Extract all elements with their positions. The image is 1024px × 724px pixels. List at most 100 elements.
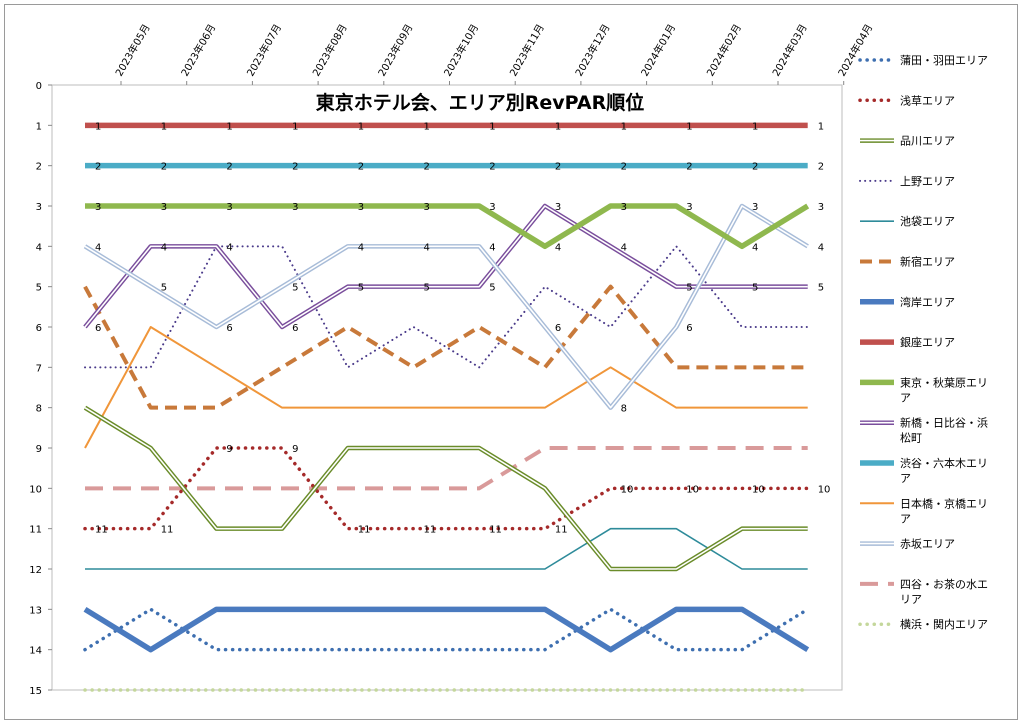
series-9-data-label: 4: [752, 242, 758, 253]
y-tick-label: 0: [36, 81, 42, 92]
x-tick-label: 2024年01月: [638, 22, 678, 79]
chart-title: 東京ホテル会、エリア別RevPAR順位: [316, 91, 644, 114]
legend-label: 蒲田・羽田エリア: [900, 53, 988, 67]
y-tick-label: 14: [29, 646, 42, 657]
series-8-data-label: 1: [621, 121, 627, 132]
x-tick-label: 2023年10月: [441, 22, 481, 79]
series-10-data-label: 5: [686, 283, 692, 294]
series-11-data-label: 2: [621, 162, 627, 173]
series-2-data-label: 11: [555, 525, 568, 536]
series-13-data-label: 3: [752, 202, 758, 213]
series-line-stroke: [84, 205, 808, 328]
series-10-data-label: 5: [818, 283, 824, 294]
series-8-data-label: 1: [818, 121, 824, 132]
series-9-data-label: 3: [686, 202, 692, 213]
series-line-stroke: [83, 203, 809, 410]
series-2-data-label: 9: [292, 444, 298, 455]
series-2-data-label: 10: [686, 484, 699, 495]
legend-label: 湾岸エリア: [900, 295, 955, 309]
series-11-data-label: 2: [358, 162, 364, 173]
legend-entry: 横浜・関内エリア: [858, 617, 988, 631]
series-11-data-label: 2: [818, 162, 824, 173]
legend-entry: 池袋エリア: [860, 214, 955, 228]
legend-entry: 湾岸エリア: [860, 295, 955, 309]
y-tick-label: 15: [29, 686, 42, 697]
series-line-stroke: [84, 326, 808, 449]
series-10-data-label: 4: [161, 242, 167, 253]
series-13-data-label: 4: [818, 242, 824, 253]
x-tick-label: 2023年11月: [507, 22, 547, 79]
legend-label: 赤坂エリア: [900, 538, 955, 551]
series-11-data-label: 2: [292, 162, 298, 173]
legend-entry: 銀座エリア: [860, 335, 955, 349]
series-11-data-label: 2: [555, 162, 561, 173]
series-line-stroke: [83, 606, 810, 653]
legend-label: 新宿エリア: [900, 255, 955, 269]
series-13-data-label: 6: [686, 323, 692, 334]
plot-area: [51, 84, 843, 691]
series-9-data-label: 3: [292, 202, 298, 213]
y-tick-label: 6: [36, 323, 42, 334]
x-tick-label: 2023年09月: [375, 22, 415, 79]
legend-label: 渋谷・六本木エリア: [900, 456, 988, 485]
series-9-data-label: 3: [621, 202, 627, 213]
series-7-line: [83, 606, 810, 653]
series-11-data-label: 2: [161, 162, 167, 173]
series-11-data-label: 2: [489, 162, 495, 173]
series-8-data-label: 1: [226, 121, 232, 132]
series-10-line: [83, 203, 808, 330]
series-2-data-label: 11: [424, 525, 437, 536]
series-8-data-label: 1: [489, 121, 495, 132]
series-5-line: [85, 527, 808, 570]
series-11-data-label: 2: [226, 162, 232, 173]
series-12-line: [84, 326, 808, 449]
series-line-stroke: [83, 607, 810, 652]
series-2-data-label: 11: [95, 525, 108, 536]
legend-label: 池袋エリア: [900, 214, 955, 228]
series-13-data-label: 4: [424, 242, 430, 253]
legend-label: 四谷・お茶の水エリア: [900, 578, 988, 606]
legend-label: 横浜・関内エリア: [900, 617, 988, 631]
series-line-stroke: [85, 527, 808, 570]
legend-label: 東京・秋葉原エリア: [900, 375, 988, 404]
series-10-data-label: 4: [621, 242, 627, 253]
series-line-stroke: [85, 446, 808, 491]
series-10-data-label: 6: [292, 323, 298, 334]
x-tick-label: 2023年07月: [244, 22, 284, 79]
y-tick-label: 12: [29, 565, 42, 576]
series-3-line: [83, 405, 808, 572]
y-tick-label: 5: [36, 283, 42, 294]
y-tick-label: 10: [29, 484, 42, 495]
legend-entry: 東京・秋葉原エリア: [860, 375, 988, 404]
series-10-data-label: 4: [226, 242, 232, 253]
legend-entry: 浅草エリア: [858, 94, 955, 107]
series-13-data-label: 4: [358, 242, 364, 253]
series-2-data-label: 11: [161, 525, 174, 536]
series-13-data-label: 6: [226, 323, 232, 334]
series-10-data-label: 5: [489, 283, 495, 294]
series-9-data-label: 3: [818, 202, 824, 213]
x-tick-label: 2024年04月: [835, 22, 875, 79]
y-tick-label: 3: [36, 202, 42, 213]
x-tick-label: 2023年12月: [572, 22, 612, 79]
x-tick-label: 2023年08月: [309, 22, 349, 79]
series-8-data-label: 1: [161, 121, 167, 132]
series-line-stroke: [85, 203, 810, 250]
legend-entry: 渋谷・六本木エリア: [860, 456, 988, 485]
series-8-data-label: 1: [424, 121, 430, 132]
series-8-data-label: 1: [358, 121, 364, 132]
series-2-data-label: 11: [489, 525, 502, 536]
x-tick-label: 2023年05月: [112, 22, 152, 79]
series-11-data-label: 2: [686, 162, 692, 173]
y-tick-label: 11: [29, 525, 42, 536]
series-11-data-label: 2: [752, 162, 758, 173]
series-line-stroke: [83, 284, 808, 410]
legend-label: 上野エリア: [900, 175, 955, 188]
series-line-stroke: [84, 245, 809, 369]
series-10-data-label: 5: [424, 283, 430, 294]
series-8-data-label: 1: [752, 121, 758, 132]
x-tick-label: 2023年06月: [178, 22, 218, 79]
y-tick-label: 7: [36, 363, 42, 374]
series-9-data-label: 3: [424, 202, 430, 213]
